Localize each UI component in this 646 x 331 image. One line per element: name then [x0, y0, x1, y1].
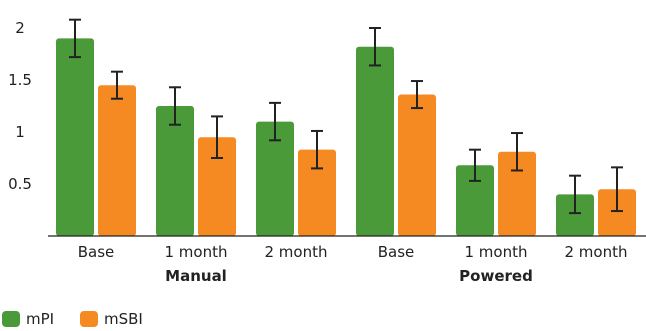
error-bar: [469, 148, 481, 182]
error-bar: [69, 18, 81, 59]
bar-msbi: [98, 85, 136, 236]
error-bar: [369, 27, 381, 67]
error-bar: [269, 101, 281, 142]
x-tick-label: 1 month: [165, 243, 228, 261]
bar-msbi: [198, 137, 236, 236]
bar-msbi: [598, 189, 636, 236]
legend: mPI mSBI: [2, 310, 143, 328]
bar-mpi: [56, 38, 94, 237]
x-axis-tick-labels: Base 1 month 2 month Base 1 month 2 month: [78, 243, 628, 261]
y-axis-tick-labels: 2 1.5 1 0.5: [8, 19, 32, 193]
error-bar: [411, 80, 423, 110]
error-bar: [569, 174, 581, 215]
bar-msbi: [498, 151, 536, 236]
error-bars: [69, 18, 623, 215]
bar-mpi: [256, 121, 294, 236]
group-label: Manual: [165, 267, 227, 285]
x-axis-group-labels: Manual Powered: [165, 267, 533, 285]
bar-msbi: [398, 94, 436, 236]
bar-mpi: [156, 106, 194, 236]
group-label: Powered: [459, 267, 533, 285]
legend-swatch-msbi: [80, 311, 98, 327]
x-tick-label: Base: [378, 243, 415, 261]
y-tick-label: 2: [15, 19, 25, 37]
legend-label: mPI: [26, 310, 54, 328]
error-bar: [611, 166, 623, 213]
x-tick-label: 2 month: [565, 243, 628, 261]
bar-mpi: [556, 194, 594, 236]
bar-mpi: [356, 46, 394, 236]
x-tick-label: 2 month: [265, 243, 328, 261]
error-bar: [169, 86, 181, 126]
error-bar: [311, 129, 323, 170]
legend-swatch-mpi: [2, 311, 20, 327]
legend-label: mSBI: [104, 310, 143, 328]
y-tick-label: 1.5: [8, 71, 32, 89]
error-bar: [111, 70, 123, 100]
x-tick-label: Base: [78, 243, 115, 261]
y-tick-label: 0.5: [8, 175, 32, 193]
bar-msbi: [298, 149, 336, 236]
error-bar: [511, 132, 523, 172]
x-tick-label: 1 month: [465, 243, 528, 261]
y-tick-label: 1: [15, 123, 25, 141]
bars: [56, 38, 636, 237]
bar-mpi: [456, 165, 494, 236]
error-bar: [211, 115, 223, 159]
